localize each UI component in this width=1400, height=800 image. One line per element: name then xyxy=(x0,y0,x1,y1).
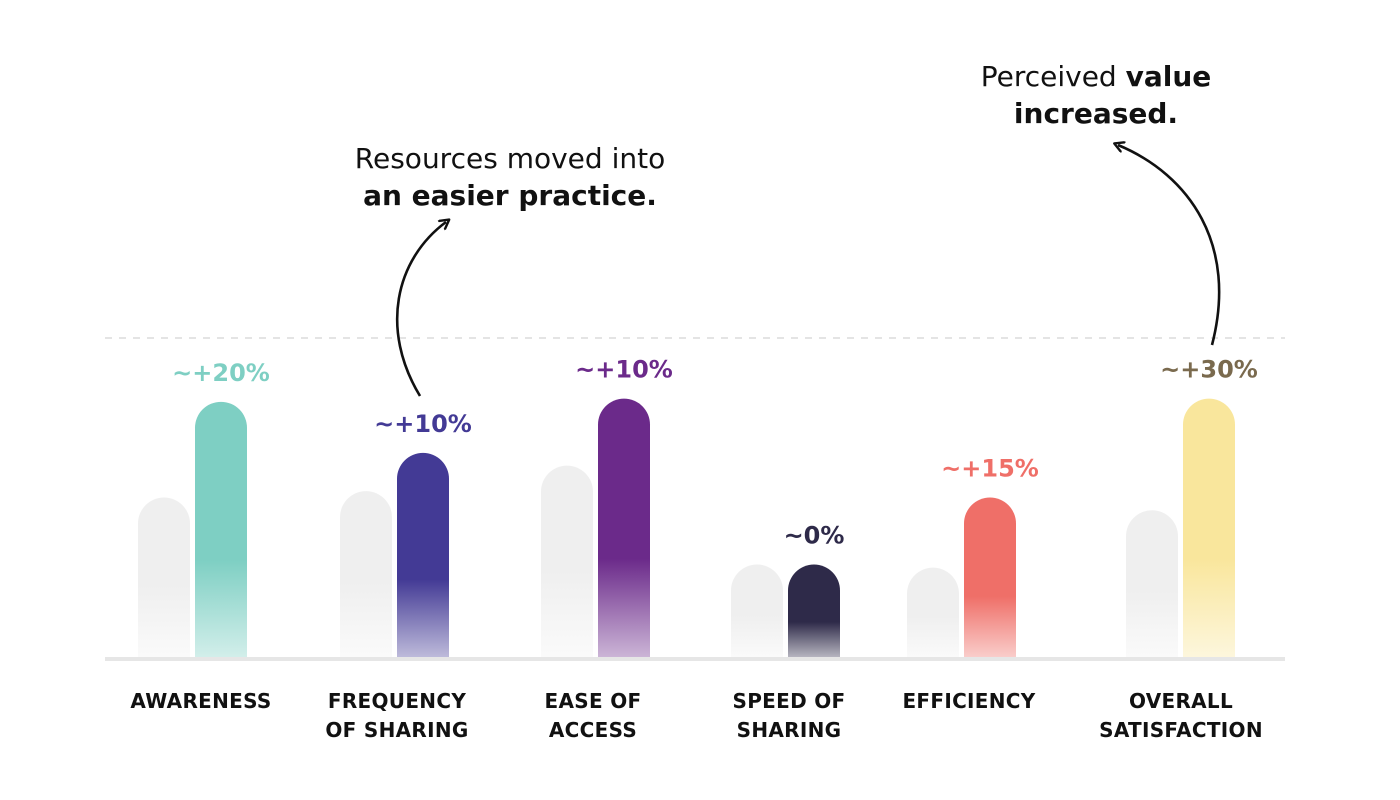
bar-after xyxy=(788,564,840,657)
bar-after xyxy=(1183,398,1235,657)
category-label-awareness: AWARENESS xyxy=(101,687,301,716)
bar-after xyxy=(397,452,449,657)
category-label-line2: ACCESS xyxy=(548,718,638,742)
right-arrow xyxy=(1118,145,1221,346)
category-label-line1: EASE OF xyxy=(544,689,642,713)
annotation-left-line2: an easier practice. xyxy=(363,179,657,212)
bar-before xyxy=(731,564,783,657)
category-label-frequency-of-sharing: FREQUENCY OF SHARING xyxy=(297,687,497,745)
bar-after xyxy=(598,398,650,657)
data-label: ~+10% xyxy=(575,356,673,384)
bar-before xyxy=(541,465,593,657)
category-label-line2: SATISFACTION xyxy=(1099,718,1263,742)
data-label: ~+10% xyxy=(374,410,472,438)
category-label-overall-satisfaction: OVERALL SATISFACTION xyxy=(1081,687,1281,745)
annotation-right-value: value xyxy=(1125,60,1212,93)
data-label: ~+30% xyxy=(1160,356,1258,384)
bar-before xyxy=(1126,510,1178,657)
category-label-ease-of-access: EASE OF ACCESS xyxy=(493,687,693,745)
bar-before xyxy=(340,491,392,657)
category-label-speed-of-sharing: SPEED OF SHARING xyxy=(689,687,889,745)
category-label-line1: FREQUENCY xyxy=(327,689,467,713)
annotation-left: Resources moved into an easier practice. xyxy=(300,140,720,214)
category-label-line1: SPEED OF xyxy=(732,689,846,713)
category-label-line1: EFFICIENCY xyxy=(902,689,1036,713)
annotation-right: Perceived value increased. xyxy=(946,58,1246,132)
data-label: ~+15% xyxy=(941,455,1039,483)
category-label-line1: AWARENESS xyxy=(130,689,272,713)
bar-before xyxy=(907,567,959,657)
data-label: ~0% xyxy=(784,521,845,549)
category-label-line2: SHARING xyxy=(736,718,842,742)
category-label-line2: OF SHARING xyxy=(325,718,469,742)
bar-after xyxy=(195,401,247,657)
annotation-right-line2: increased. xyxy=(1013,97,1179,130)
category-label-efficiency: EFFICIENCY xyxy=(869,687,1069,716)
bar-after xyxy=(964,497,1016,657)
data-label: ~+20% xyxy=(172,359,270,387)
category-label-line1: OVERALL xyxy=(1128,689,1234,713)
annotation-right-line1: Perceived xyxy=(980,60,1126,93)
bar-before xyxy=(138,497,190,657)
annotation-left-line1: Resources moved into xyxy=(354,142,666,175)
left-arrow xyxy=(395,222,446,397)
